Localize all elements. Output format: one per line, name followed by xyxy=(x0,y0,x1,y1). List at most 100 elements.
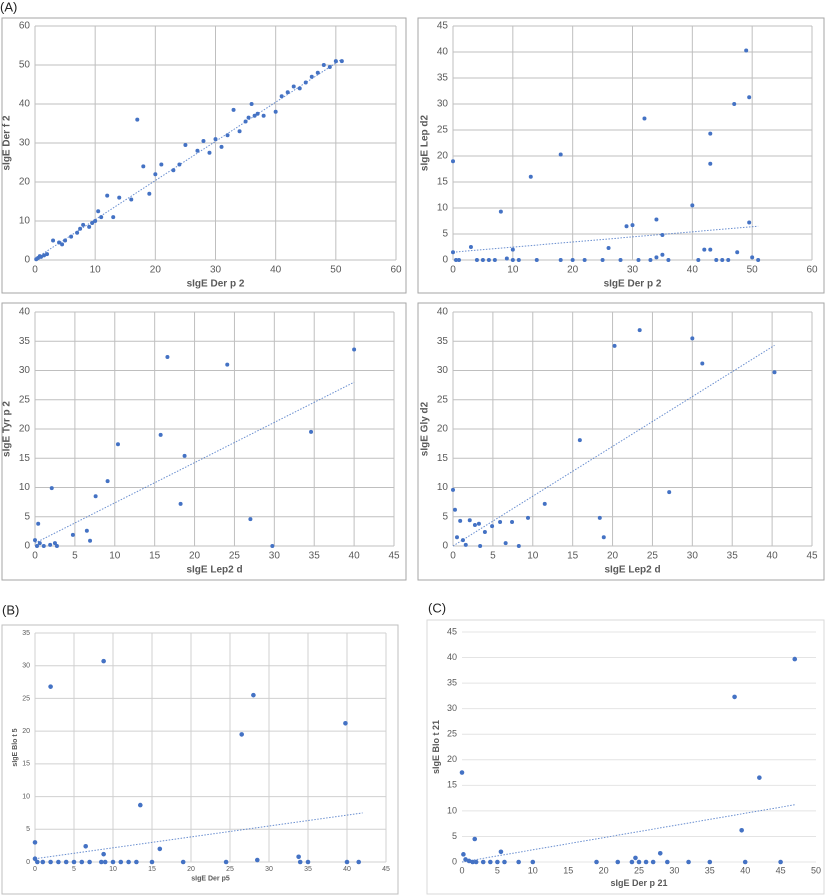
data-point xyxy=(297,859,303,865)
y-tick-label: 25 xyxy=(447,729,457,739)
data-point xyxy=(461,852,466,857)
y-tick-label: 40 xyxy=(437,307,449,318)
data-point xyxy=(739,828,744,833)
data-point xyxy=(744,48,749,53)
panel-frame xyxy=(1,302,407,581)
data-point xyxy=(510,247,515,252)
y-tick-label: 10 xyxy=(437,203,449,214)
y-tick-label: 40 xyxy=(19,99,31,110)
data-point xyxy=(177,162,182,167)
y-tick-label: 5 xyxy=(452,831,457,841)
data-point xyxy=(305,859,311,865)
data-point xyxy=(54,544,59,548)
x-axis-label: sIgE Lep2 d xyxy=(604,565,660,576)
x-tick-label: 5 xyxy=(490,551,496,562)
data-point xyxy=(110,859,116,865)
data-point xyxy=(126,859,131,865)
data-point xyxy=(34,544,39,548)
y-axis-label: sIgE Lep d2 xyxy=(420,115,431,172)
x-tick-label: 45 xyxy=(806,551,818,562)
trendline xyxy=(452,344,775,547)
x-tick-label: 40 xyxy=(740,865,750,875)
data-point xyxy=(105,193,110,198)
data-point xyxy=(225,362,230,367)
x-axis-label: sIgE Der p 2 xyxy=(187,279,245,290)
data-point xyxy=(48,859,53,865)
data-point xyxy=(637,328,642,333)
y-tick-label: 35 xyxy=(19,336,31,347)
data-point xyxy=(223,859,229,865)
y-tick-label: 25 xyxy=(437,125,449,136)
x-tick-label: 10 xyxy=(528,865,538,875)
data-point xyxy=(708,247,713,252)
data-point xyxy=(246,115,251,120)
data-point xyxy=(165,355,170,360)
data-point xyxy=(178,501,183,506)
x-tick-label: 0 xyxy=(33,866,37,873)
data-point xyxy=(171,168,176,173)
data-point xyxy=(279,94,284,99)
data-point xyxy=(460,538,465,543)
data-point xyxy=(633,855,638,861)
x-tick-label: 30 xyxy=(669,865,679,875)
panel-frame xyxy=(1,624,399,895)
y-tick-label: 25 xyxy=(437,394,449,405)
y-tick-label: 35 xyxy=(437,336,449,347)
x-tick-label: 45 xyxy=(382,866,390,873)
y-tick-label: 40 xyxy=(447,652,457,662)
x-tick-label: 20 xyxy=(607,551,619,562)
data-point xyxy=(201,139,206,144)
y-tick-label: 30 xyxy=(22,663,30,670)
y-tick-label: 20 xyxy=(437,424,449,435)
data-point xyxy=(454,535,459,540)
data-point xyxy=(690,336,695,341)
data-point xyxy=(624,224,629,229)
data-point xyxy=(32,840,38,845)
data-point xyxy=(248,517,253,522)
data-point xyxy=(93,219,98,223)
x-tick-label: 35 xyxy=(309,551,321,562)
y-axis-label: sIgE Der f 2 xyxy=(2,115,13,170)
data-point xyxy=(594,859,599,865)
data-point xyxy=(134,859,139,865)
data-point xyxy=(498,849,504,855)
x-tick-label: 10 xyxy=(90,265,102,276)
data-point xyxy=(570,258,575,262)
data-point xyxy=(255,111,260,116)
data-point xyxy=(772,370,777,375)
x-tick-label: 40 xyxy=(349,551,361,562)
y-tick-label: 20 xyxy=(437,151,449,162)
panel-label: (C) xyxy=(428,600,446,615)
data-point xyxy=(87,224,92,229)
data-point xyxy=(516,859,521,865)
data-point xyxy=(654,217,659,222)
y-tick-label: 5 xyxy=(442,229,448,240)
data-point xyxy=(467,518,472,523)
data-point xyxy=(472,836,478,842)
data-point xyxy=(117,195,122,200)
x-tick-label: 25 xyxy=(647,551,659,562)
x-tick-label: 15 xyxy=(148,866,156,873)
data-point xyxy=(726,258,731,262)
data-point xyxy=(525,515,530,520)
trendline xyxy=(34,58,343,260)
data-point xyxy=(451,159,455,164)
y-tick-label: 25 xyxy=(19,394,31,405)
y-tick-label: 0 xyxy=(442,541,448,552)
data-point xyxy=(476,521,481,526)
data-point xyxy=(32,856,38,862)
x-tick-label: 25 xyxy=(634,865,644,875)
x-tick-label: 50 xyxy=(747,265,759,276)
y-tick-label: 15 xyxy=(437,177,449,188)
y-tick-label: 45 xyxy=(447,626,457,636)
data-point xyxy=(714,258,719,262)
data-point xyxy=(629,859,635,865)
y-tick-label: 30 xyxy=(447,703,457,713)
data-point xyxy=(636,258,641,262)
data-point xyxy=(219,144,224,149)
y-tick-label: 10 xyxy=(19,482,31,493)
y-tick-label: 30 xyxy=(19,138,31,149)
data-point xyxy=(530,859,536,865)
data-point xyxy=(88,538,93,543)
